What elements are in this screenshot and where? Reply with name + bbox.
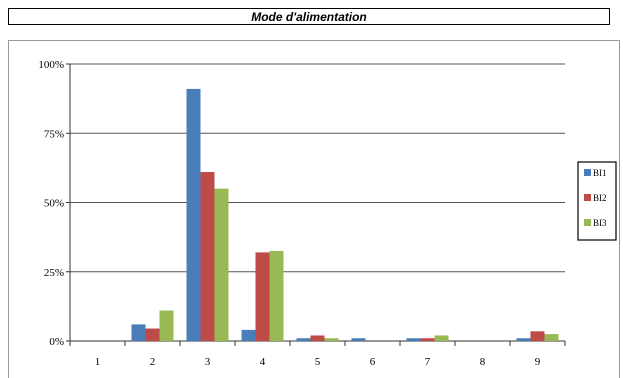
x-tick-label: 1 [95,356,101,368]
bar-bi1-9 [516,338,531,341]
x-tick-label: 9 [535,356,541,368]
legend-swatch-bi3 [584,219,591,226]
chart-frame [8,40,620,378]
legend-swatch-bi2 [584,194,591,201]
bar-bi3-7 [434,335,449,341]
x-tick-label: 8 [480,356,486,368]
y-tick-label: 100% [38,59,64,71]
x-tick-label: 3 [205,356,211,368]
bar-bi3-3 [214,188,229,341]
bar-bi3-4 [269,250,284,341]
x-tick-label: 4 [260,356,266,368]
x-tick-label: 2 [150,356,156,368]
bar-bi1-6 [351,338,366,341]
y-tick-label: 0% [49,336,64,348]
bar-bi2-5 [310,335,325,341]
bar-bi3-2 [159,310,174,341]
chart-title: Mode d'alimentation [8,8,610,25]
bar-bi1-7 [406,338,421,341]
bar-bi3-5 [324,338,339,341]
bar-bi2-3 [200,172,215,341]
bar-bi2-7 [420,338,435,341]
x-tick-label: 6 [370,356,376,368]
bar-bi1-5 [296,338,311,341]
bar-bi2-9 [530,331,545,341]
y-tick-label: 25% [44,267,64,279]
bar-bi1-2 [131,324,146,341]
bar-bi3-9 [544,334,559,341]
legend-label-bi1: BI1 [593,168,607,178]
x-tick-label: 7 [425,356,431,368]
bar-bi1-4 [241,329,256,341]
bar-bi2-4 [255,252,270,341]
bar-bi2-2 [145,328,160,341]
bar-bi1-3 [186,88,201,342]
y-tick-label: 75% [44,128,64,140]
x-tick-label: 5 [315,356,321,368]
legend-swatch-bi1 [584,169,591,176]
y-tick-label: 50% [44,198,64,210]
legend-label-bi2: BI2 [593,193,607,203]
legend-label-bi3: BI3 [593,218,607,228]
